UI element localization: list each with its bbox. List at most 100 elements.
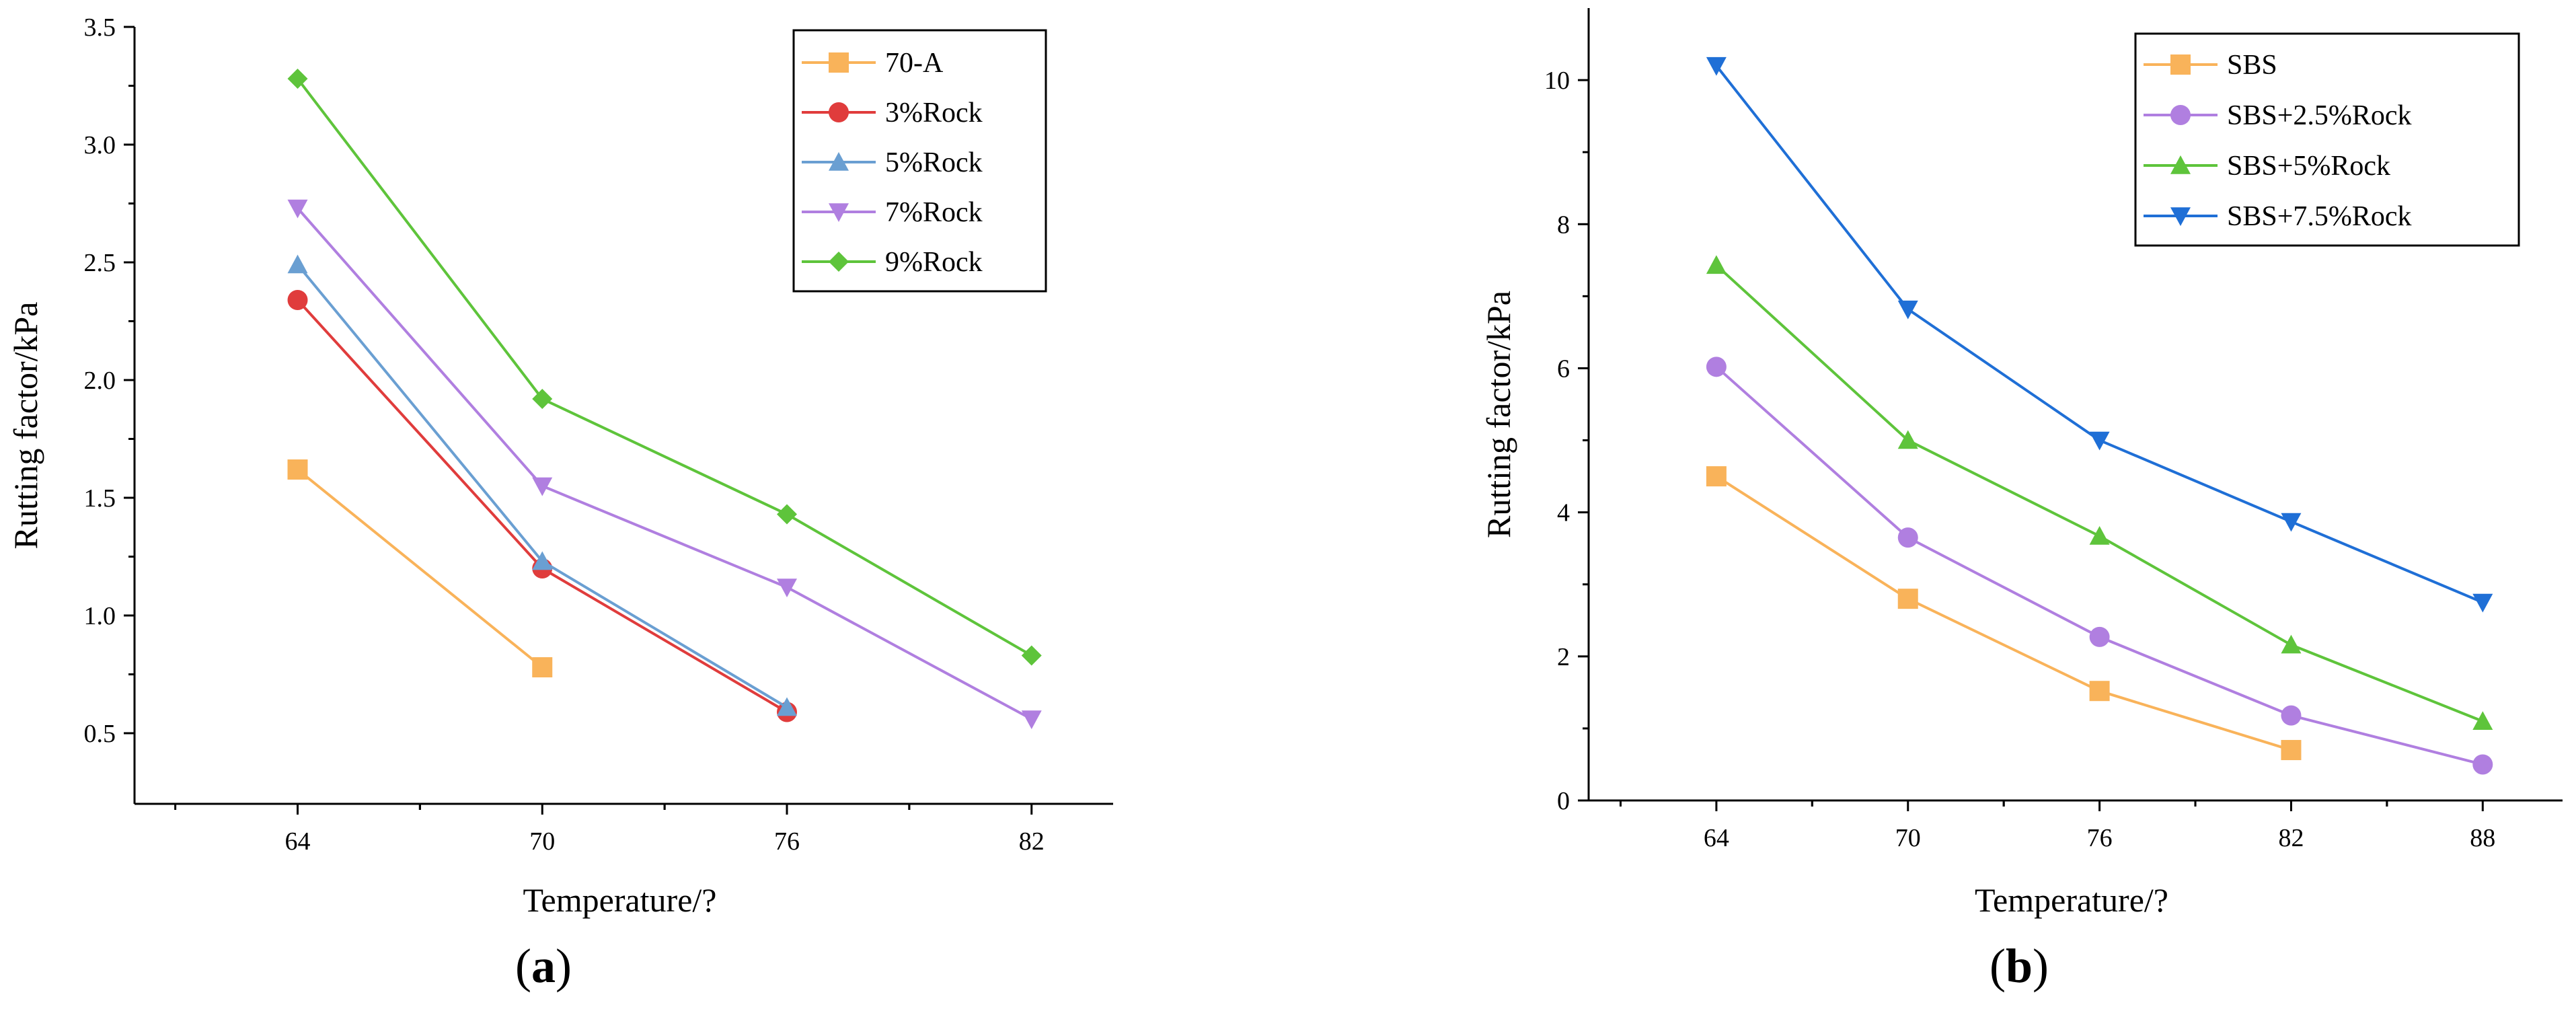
panel-label-letter: b [2006,939,2033,993]
data-point [532,657,553,677]
series-5%Rock [287,254,797,716]
y-axis-title: Rutting factor/kPa [1480,291,1517,538]
data-point [1021,645,1042,666]
data-point [777,578,797,597]
data-point [2281,705,2302,726]
series-line [1715,264,2484,723]
legend-label: SBS+7.5%Rock [2227,201,2412,232]
data-point [2089,525,2110,545]
data-point [1706,57,1727,76]
y-tick-label: 1.0 [84,602,116,630]
series-line [296,77,1032,657]
y-tick-label: 10 [1544,67,1570,95]
chart-panel-a: 0.5 1.0 1.5 2.0 2.5 3.0 3.5 64 70 76 82 Temperature… [7,13,1113,993]
data-point [2089,431,2110,451]
x-tick-label: 82 [2278,824,2304,852]
legend-label: 5%Rock [885,147,983,178]
y-tick-label: 2.0 [84,367,116,395]
series-line [296,207,1032,720]
legend-marker [829,102,849,122]
y-tick-label: 3.0 [84,131,116,159]
data-point [1897,430,1918,449]
legend: SBS SBS+2.5%Rock SBS+5%Rock SBS+7.5%Rock [2134,32,2520,247]
panel-label-close-paren: ) [556,939,572,993]
legend-label: SBS [2227,50,2277,81]
y-tick-label: 0.5 [84,720,116,748]
data-point [2281,634,2302,654]
legend-marker [2170,54,2191,75]
panel-label: (a) [515,939,572,993]
series-70-A [287,459,553,677]
legend-label: 7%Rock [885,197,983,228]
panel-label-letter: a [531,939,556,993]
y-axis-title: Rutting factor/kPa [7,302,44,550]
legend-marker [829,152,849,171]
series-line [297,299,788,714]
series-SBS+2.5%Rock [1706,357,2493,775]
series-SBS+5%Rock [1706,255,2493,730]
panel-label-close-paren: ) [2033,939,2049,993]
y-tick-label: 1.5 [84,484,116,513]
legend-marker [2170,207,2191,226]
legend-label: 3%Rock [885,98,983,128]
legend-marker [829,252,849,272]
series-7%Rock [287,199,1042,729]
legend-marker [829,52,849,73]
data-point [1706,357,1727,377]
y-tick-label: 4 [1557,499,1570,527]
data-point [777,504,797,525]
data-point [532,551,553,570]
data-point [1706,255,1727,274]
legend-label: 9%Rock [885,247,983,278]
y-tick-label: 8 [1557,211,1570,239]
x-axis-title: Temperature/? [523,881,717,919]
x-axis-title: Temperature/? [1975,881,2168,919]
y-tick-label: 2 [1557,643,1570,671]
legend-box [2134,32,2520,247]
x-tick-label: 82 [1019,827,1045,856]
data-point [2089,681,2110,702]
data-point [1897,589,1918,609]
data-point [287,459,308,480]
series-line [1715,475,2292,751]
data-point [287,199,308,219]
x-tick-label: 64 [285,827,311,856]
panel-label: (b) [1990,939,2049,993]
data-point [777,697,797,716]
legend: 70-A 3%Rock 5%Rock 7%Rock 9%Rock [792,29,1047,293]
series-line [1715,365,2483,766]
legend-marker [829,203,849,222]
legend-label: 70-A [885,48,944,79]
legend-marker [2170,155,2191,174]
data-point [2089,626,2110,647]
legend-marker [2170,105,2191,125]
data-point [2472,593,2493,613]
data-point [1706,466,1727,487]
y-tick-label: 2.5 [84,249,116,277]
data-point [287,69,308,89]
x-tick-label: 76 [774,827,800,856]
data-point [2281,513,2302,532]
y-tick-label: 0 [1557,787,1570,815]
data-point [287,254,308,274]
data-point [532,389,553,409]
data-point [1897,300,1918,320]
series-SBS+7.5%Rock [1706,57,2493,613]
data-point [2472,754,2493,775]
legend-label: SBS+5%Rock [2227,151,2390,182]
chart-panel-b: 0 2 4 6 8 10 64 70 76 82 88 Temperature/? Rutting fa… [1480,8,2563,993]
legend-label: SBS+2.5%Rock [2227,100,2412,131]
data-point [2472,711,2493,730]
x-tick-label: 70 [529,827,555,856]
panel-label-open-paren: ( [1990,939,2006,993]
data-point [287,290,308,310]
x-tick-label: 64 [1704,824,1729,852]
panel-label-open-paren: ( [515,939,531,993]
x-tick-label: 76 [2087,824,2113,852]
data-point [2281,740,2302,761]
data-point [532,477,553,496]
data-point [1897,527,1918,548]
y-tick-label: 3.5 [84,13,116,42]
series-line [297,468,543,669]
